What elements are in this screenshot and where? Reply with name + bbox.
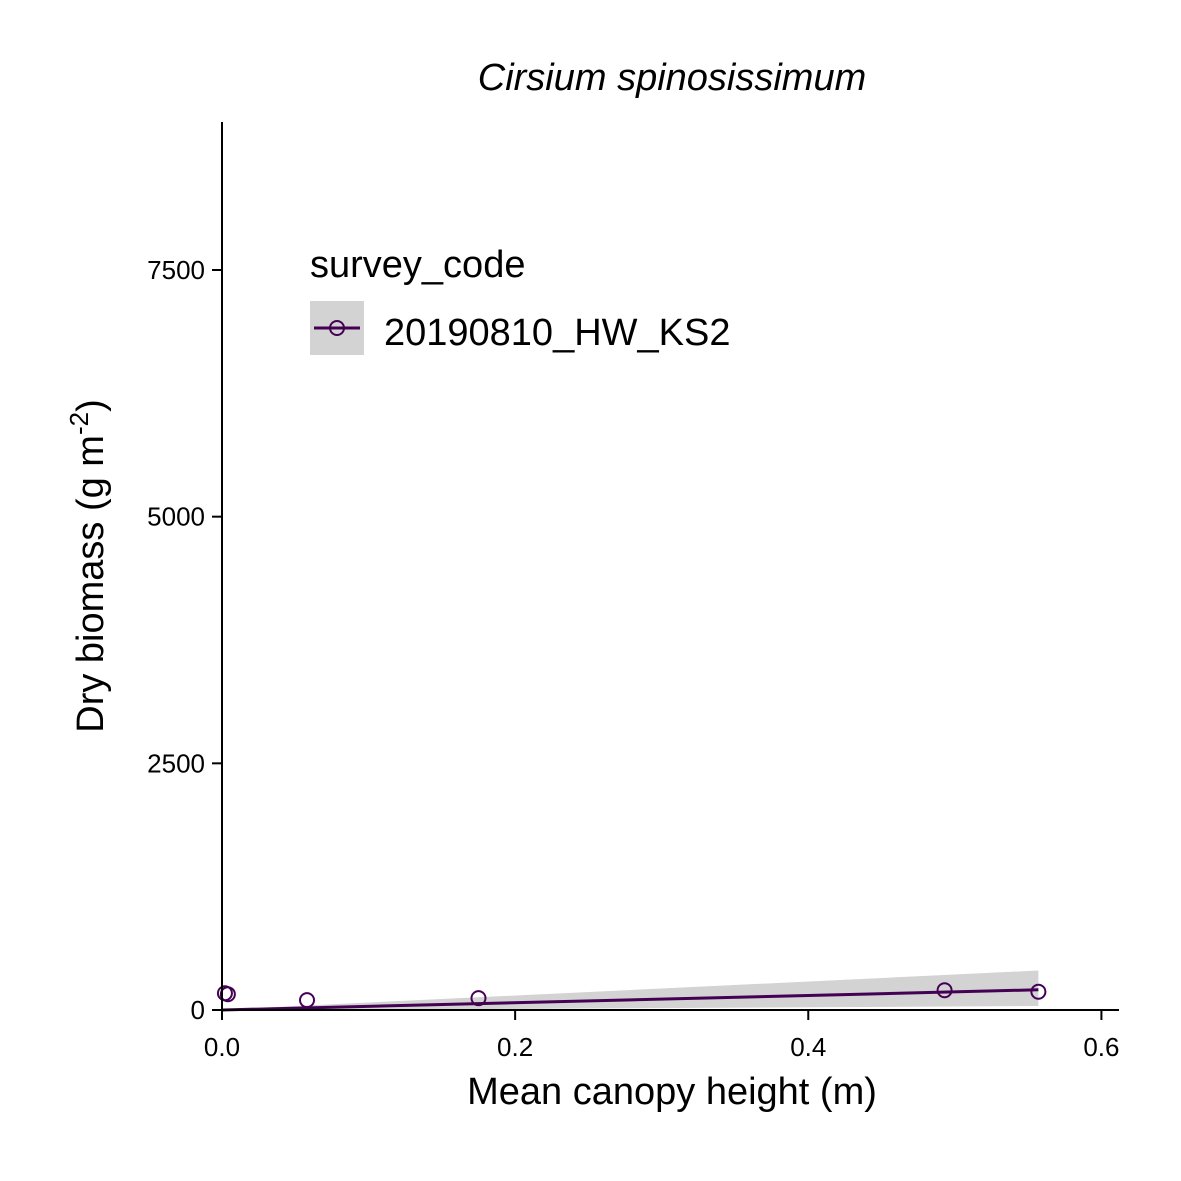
data-point: [1030, 983, 1047, 1000]
data-point: [470, 990, 487, 1007]
y-axis-title: Dry biomass (g m-2): [64, 399, 112, 733]
data-point: [936, 982, 953, 999]
y-axis-title-superscript: -2: [64, 412, 94, 435]
x-axis-ticks: 0.0 0.2 0.4 0.6: [204, 1010, 1119, 1062]
point-layer: [216, 982, 1047, 1009]
y-axis-ticks: 0 2500 5000 7500: [147, 255, 222, 1025]
y-tick-label: 0: [191, 995, 205, 1025]
confidence-band-layer: [222, 970, 1039, 1011]
y-axis-title-main: Dry biomass (g m: [70, 435, 112, 733]
legend-key-point: [329, 320, 345, 336]
fit-line-layer: [221, 988, 1039, 1012]
x-tick-label: 0.0: [204, 1032, 240, 1062]
legend-entry-label: 20190810_HW_KS2: [384, 312, 730, 354]
plot-title: Cirsium spinosissimum: [478, 57, 867, 99]
x-axis-title: Mean canopy height (m): [467, 1071, 877, 1113]
y-tick-label: 5000: [147, 502, 205, 532]
y-tick-label: 2500: [147, 748, 205, 778]
x-tick-label: 0.2: [497, 1032, 533, 1062]
confidence-band: [222, 970, 1039, 1011]
x-tick-label: 0.4: [790, 1032, 826, 1062]
x-tick-label: 0.6: [1083, 1032, 1119, 1062]
fit-line: [221, 988, 1039, 1012]
data-point: [299, 992, 316, 1009]
legend-title: survey_code: [310, 244, 525, 286]
data-point: [219, 986, 236, 1003]
y-tick-label: 7500: [147, 255, 205, 285]
legend: survey_code 20190810_HW_KS2: [310, 244, 730, 355]
y-axis-title-close: ): [70, 399, 112, 412]
